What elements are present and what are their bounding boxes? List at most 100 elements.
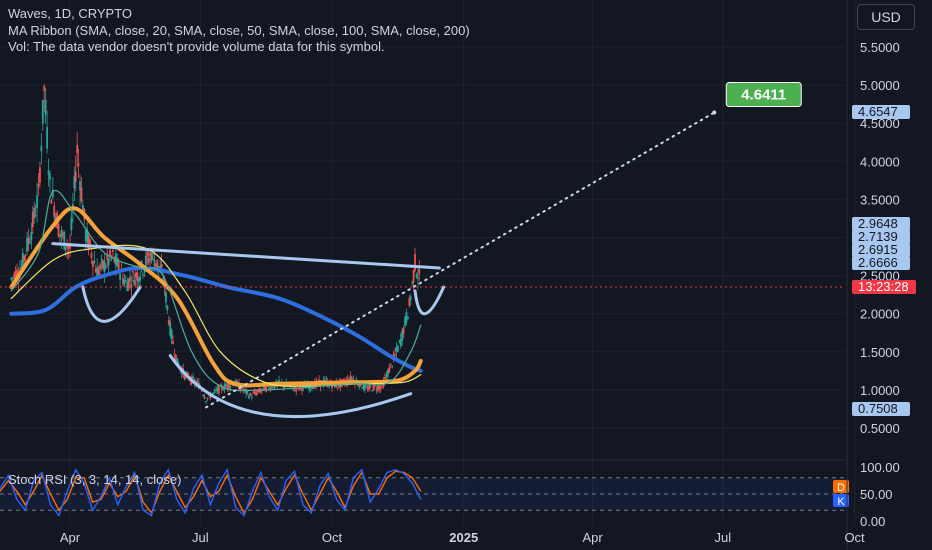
- candle-body: [57, 223, 60, 237]
- candle-body: [186, 372, 189, 374]
- candle-body: [100, 258, 103, 261]
- stoch-rsi-pane: DK: [0, 467, 849, 518]
- x-tick-label: Apr: [582, 530, 603, 545]
- candle-body: [401, 330, 404, 341]
- candle-body: [295, 388, 298, 392]
- candle-body: [23, 256, 26, 261]
- candle-body: [119, 274, 122, 280]
- x-tick-label: Oct: [322, 530, 343, 545]
- candle-body: [349, 375, 352, 382]
- x-tick-label: 2025: [449, 530, 478, 545]
- candle-body: [212, 392, 215, 394]
- candle-body: [116, 258, 119, 267]
- candle-body: [50, 200, 53, 204]
- candle-body: [384, 377, 386, 380]
- y-tick-label: 2.0000: [860, 307, 900, 322]
- projection-line: [205, 111, 716, 409]
- candle-body: [136, 272, 139, 281]
- candle-body: [223, 383, 226, 390]
- candle-body: [292, 389, 295, 391]
- candle-body: [202, 394, 205, 396]
- candle-body: [51, 189, 54, 198]
- candle-body: [66, 245, 69, 248]
- candle-body: [113, 257, 116, 262]
- candle-body: [144, 255, 147, 267]
- candle-body: [155, 263, 157, 266]
- candle-body: [124, 280, 127, 282]
- right-handle-arc: [413, 285, 446, 316]
- candle-body: [93, 261, 96, 264]
- candle-body: [385, 375, 388, 377]
- candle-body: [311, 387, 313, 389]
- price-label-box: [852, 105, 910, 119]
- candle-body: [47, 170, 50, 175]
- candle-body: [77, 163, 80, 166]
- candle-body: [206, 397, 209, 400]
- candle-body: [398, 340, 401, 342]
- candle-body: [173, 353, 176, 356]
- candle-body: [37, 184, 40, 187]
- rsi-k-badge-text: K: [837, 496, 845, 508]
- y-tick-label: 5.5000: [860, 40, 900, 55]
- candle-body: [172, 341, 174, 344]
- candle-body: [262, 385, 265, 388]
- candle-body: [369, 385, 372, 387]
- candle-body: [10, 278, 13, 280]
- y-tick-label: 1.0000: [860, 383, 900, 398]
- candle-body: [364, 384, 366, 390]
- candle-body: [69, 245, 71, 249]
- candle-body: [263, 384, 266, 391]
- candle-body: [225, 385, 227, 387]
- candle-body: [362, 383, 365, 389]
- candle-body: [46, 127, 48, 149]
- candle-body: [183, 372, 186, 380]
- target-label-box: [725, 82, 802, 108]
- price-label-text: 4.6547: [858, 104, 898, 119]
- candle-body: [30, 231, 33, 241]
- drawings[interactable]: 4.6411: [51, 82, 802, 418]
- candle-body: [80, 187, 83, 202]
- candle-body: [209, 394, 212, 399]
- candle-body: [63, 231, 66, 250]
- volume-legend: Vol: The data vendor doesn't provide vol…: [8, 39, 385, 54]
- candle-body: [170, 330, 173, 340]
- candle-body: [293, 386, 296, 389]
- candle-body: [273, 384, 276, 389]
- x-tick-label: Oct: [844, 530, 865, 545]
- candle-body: [103, 260, 106, 273]
- ma-line-sma100: [9, 206, 423, 388]
- currency-button[interactable]: USD: [857, 4, 915, 30]
- candle-body: [64, 246, 67, 250]
- candle-body: [79, 181, 81, 191]
- ma-line-sma20: [10, 189, 422, 392]
- candle-body: [389, 363, 392, 365]
- candle-body: [245, 389, 247, 394]
- candle-body: [417, 277, 419, 280]
- candle-body: [325, 380, 328, 382]
- candle-body: [217, 385, 220, 394]
- rsi-d-badge-text: D: [837, 482, 845, 494]
- candle-body: [408, 298, 411, 306]
- y-tick-label: 3.5000: [860, 192, 900, 207]
- candle-body: [396, 346, 399, 352]
- candle-body: [99, 264, 101, 270]
- candle-body: [256, 390, 259, 392]
- price-label-box: [852, 243, 910, 257]
- candle-body: [36, 195, 38, 209]
- price-label-text: 2.6915: [858, 242, 898, 257]
- candle-body: [137, 277, 140, 283]
- candle-body: [21, 252, 24, 270]
- candle-body: [29, 241, 31, 244]
- candle-body: [301, 388, 303, 391]
- candle-body: [89, 239, 91, 247]
- candle-body: [331, 384, 333, 389]
- stoch-rsi-legend[interactable]: Stoch RSI (3, 3, 14, 14, close): [8, 472, 182, 487]
- candle-body: [133, 279, 136, 286]
- ma-ribbon-legend[interactable]: MA Ribbon (SMA, close, 20, SMA, close, 5…: [8, 23, 470, 38]
- neckline-trendline: [51, 242, 441, 270]
- candle-body: [368, 384, 371, 390]
- rsi-tick-label: 0.00: [860, 514, 885, 529]
- symbol-legend[interactable]: Waves, 1D, CRYPTO: [8, 6, 133, 21]
- candle-body: [220, 385, 223, 390]
